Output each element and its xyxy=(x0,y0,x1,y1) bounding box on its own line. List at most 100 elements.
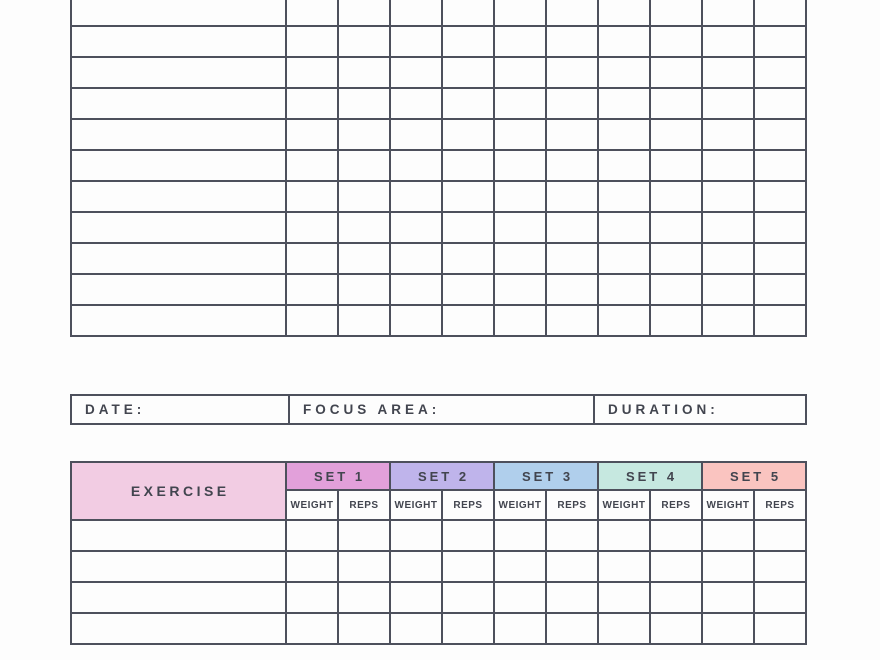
reps-entry-cell[interactable] xyxy=(545,519,599,552)
weight-entry-cell[interactable] xyxy=(701,612,755,645)
weight-entry-cell[interactable] xyxy=(389,118,443,151)
reps-entry-cell[interactable] xyxy=(753,118,807,151)
weight-entry-cell[interactable] xyxy=(493,519,547,552)
reps-entry-cell[interactable] xyxy=(337,211,391,244)
weight-entry-cell[interactable] xyxy=(701,273,755,306)
reps-entry-cell[interactable] xyxy=(337,25,391,58)
weight-entry-cell[interactable] xyxy=(285,304,339,337)
weight-entry-cell[interactable] xyxy=(701,149,755,182)
reps-entry-cell[interactable] xyxy=(337,87,391,120)
weight-entry-cell[interactable] xyxy=(701,56,755,89)
reps-entry-cell[interactable] xyxy=(753,612,807,645)
reps-entry-cell[interactable] xyxy=(649,149,703,182)
exercise-name-cell[interactable] xyxy=(70,581,287,614)
reps-entry-cell[interactable] xyxy=(753,211,807,244)
reps-entry-cell[interactable] xyxy=(753,581,807,614)
weight-entry-cell[interactable] xyxy=(493,304,547,337)
exercise-name-cell[interactable] xyxy=(70,242,287,275)
weight-entry-cell[interactable] xyxy=(493,612,547,645)
exercise-name-cell[interactable] xyxy=(70,180,287,213)
weight-entry-cell[interactable] xyxy=(493,118,547,151)
exercise-name-cell[interactable] xyxy=(70,149,287,182)
reps-entry-cell[interactable] xyxy=(545,180,599,213)
weight-entry-cell[interactable] xyxy=(493,550,547,583)
weight-entry-cell[interactable] xyxy=(597,0,651,27)
weight-entry-cell[interactable] xyxy=(597,180,651,213)
exercise-name-cell[interactable] xyxy=(70,0,287,27)
weight-entry-cell[interactable] xyxy=(389,550,443,583)
reps-entry-cell[interactable] xyxy=(649,87,703,120)
weight-entry-cell[interactable] xyxy=(285,519,339,552)
weight-entry-cell[interactable] xyxy=(597,273,651,306)
weight-entry-cell[interactable] xyxy=(493,56,547,89)
reps-entry-cell[interactable] xyxy=(545,56,599,89)
reps-entry-cell[interactable] xyxy=(753,180,807,213)
weight-entry-cell[interactable] xyxy=(701,87,755,120)
weight-entry-cell[interactable] xyxy=(389,273,443,306)
reps-entry-cell[interactable] xyxy=(441,87,495,120)
exercise-name-cell[interactable] xyxy=(70,612,287,645)
exercise-name-cell[interactable] xyxy=(70,304,287,337)
weight-entry-cell[interactable] xyxy=(285,211,339,244)
weight-entry-cell[interactable] xyxy=(493,149,547,182)
reps-entry-cell[interactable] xyxy=(337,118,391,151)
reps-entry-cell[interactable] xyxy=(753,0,807,27)
weight-entry-cell[interactable] xyxy=(285,118,339,151)
reps-entry-cell[interactable] xyxy=(441,242,495,275)
reps-entry-cell[interactable] xyxy=(441,612,495,645)
weight-entry-cell[interactable] xyxy=(389,612,443,645)
weight-entry-cell[interactable] xyxy=(597,550,651,583)
weight-entry-cell[interactable] xyxy=(701,118,755,151)
reps-entry-cell[interactable] xyxy=(545,581,599,614)
reps-entry-cell[interactable] xyxy=(545,273,599,306)
reps-entry-cell[interactable] xyxy=(545,550,599,583)
exercise-name-cell[interactable] xyxy=(70,550,287,583)
reps-entry-cell[interactable] xyxy=(649,211,703,244)
reps-entry-cell[interactable] xyxy=(545,612,599,645)
weight-entry-cell[interactable] xyxy=(389,211,443,244)
weight-entry-cell[interactable] xyxy=(597,242,651,275)
reps-entry-cell[interactable] xyxy=(649,180,703,213)
reps-entry-cell[interactable] xyxy=(337,612,391,645)
weight-entry-cell[interactable] xyxy=(285,612,339,645)
weight-entry-cell[interactable] xyxy=(597,519,651,552)
reps-entry-cell[interactable] xyxy=(545,118,599,151)
exercise-name-cell[interactable] xyxy=(70,273,287,306)
weight-entry-cell[interactable] xyxy=(285,0,339,27)
date-field[interactable]: DATE: xyxy=(70,394,290,425)
exercise-name-cell[interactable] xyxy=(70,519,287,552)
reps-entry-cell[interactable] xyxy=(545,304,599,337)
reps-entry-cell[interactable] xyxy=(649,118,703,151)
reps-entry-cell[interactable] xyxy=(649,25,703,58)
weight-entry-cell[interactable] xyxy=(285,242,339,275)
reps-entry-cell[interactable] xyxy=(337,273,391,306)
reps-entry-cell[interactable] xyxy=(545,87,599,120)
weight-entry-cell[interactable] xyxy=(493,0,547,27)
weight-entry-cell[interactable] xyxy=(389,304,443,337)
reps-entry-cell[interactable] xyxy=(441,304,495,337)
weight-entry-cell[interactable] xyxy=(701,550,755,583)
reps-entry-cell[interactable] xyxy=(753,56,807,89)
weight-entry-cell[interactable] xyxy=(597,581,651,614)
weight-entry-cell[interactable] xyxy=(285,550,339,583)
weight-entry-cell[interactable] xyxy=(389,149,443,182)
weight-entry-cell[interactable] xyxy=(701,25,755,58)
weight-entry-cell[interactable] xyxy=(285,581,339,614)
weight-entry-cell[interactable] xyxy=(597,149,651,182)
exercise-name-cell[interactable] xyxy=(70,56,287,89)
reps-entry-cell[interactable] xyxy=(753,304,807,337)
reps-entry-cell[interactable] xyxy=(649,273,703,306)
weight-entry-cell[interactable] xyxy=(285,56,339,89)
reps-entry-cell[interactable] xyxy=(649,581,703,614)
weight-entry-cell[interactable] xyxy=(597,56,651,89)
weight-entry-cell[interactable] xyxy=(493,211,547,244)
weight-entry-cell[interactable] xyxy=(493,25,547,58)
focus-area-field[interactable]: FOCUS AREA: xyxy=(288,394,595,425)
exercise-name-cell[interactable] xyxy=(70,87,287,120)
weight-entry-cell[interactable] xyxy=(493,87,547,120)
reps-entry-cell[interactable] xyxy=(441,273,495,306)
reps-entry-cell[interactable] xyxy=(337,519,391,552)
weight-entry-cell[interactable] xyxy=(285,273,339,306)
reps-entry-cell[interactable] xyxy=(441,211,495,244)
reps-entry-cell[interactable] xyxy=(441,180,495,213)
